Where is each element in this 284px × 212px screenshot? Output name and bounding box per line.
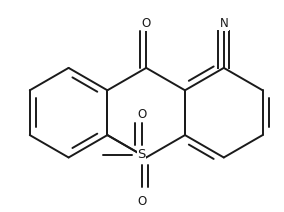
Text: O: O	[137, 195, 146, 208]
Text: O: O	[137, 108, 146, 121]
Text: N: N	[220, 17, 228, 30]
Text: O: O	[142, 17, 151, 30]
Text: S: S	[137, 148, 146, 161]
